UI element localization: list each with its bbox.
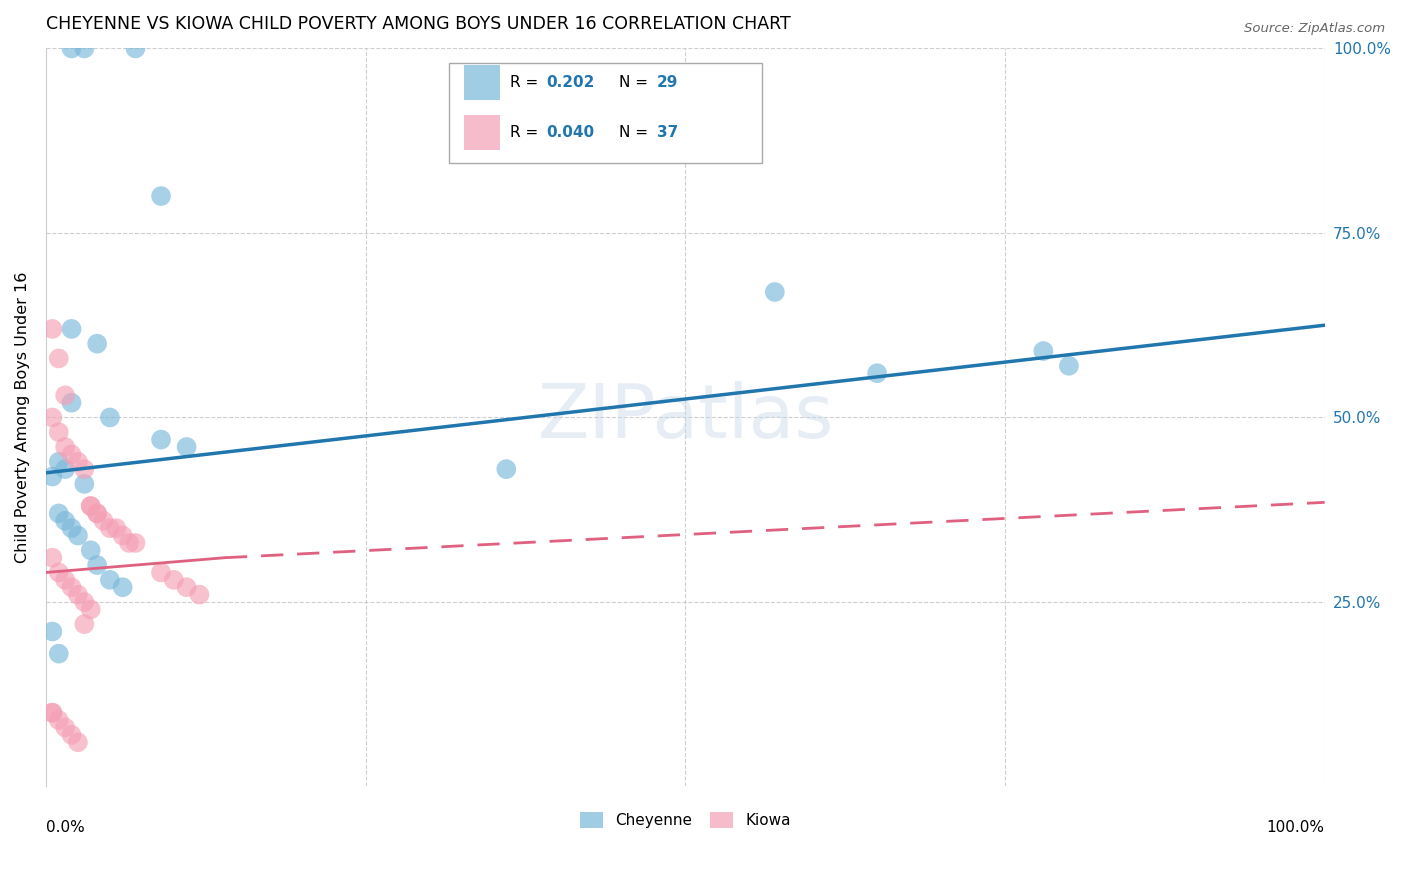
Point bbox=[118, 536, 141, 550]
Point bbox=[866, 366, 889, 380]
Point bbox=[150, 433, 173, 447]
Point bbox=[53, 573, 76, 587]
Point bbox=[48, 507, 70, 521]
Text: 29: 29 bbox=[657, 75, 679, 90]
Point bbox=[41, 322, 63, 336]
Point bbox=[60, 521, 83, 535]
Point bbox=[86, 336, 108, 351]
Point bbox=[41, 624, 63, 639]
Point bbox=[80, 602, 103, 616]
FancyBboxPatch shape bbox=[464, 65, 501, 101]
Point bbox=[80, 543, 103, 558]
Point bbox=[86, 558, 108, 572]
Point bbox=[60, 728, 83, 742]
FancyBboxPatch shape bbox=[449, 63, 762, 163]
Point bbox=[48, 425, 70, 440]
Point bbox=[41, 706, 63, 720]
Point bbox=[86, 507, 108, 521]
Point bbox=[98, 573, 121, 587]
Point bbox=[495, 462, 517, 476]
Text: 0.0%: 0.0% bbox=[46, 820, 84, 835]
Point bbox=[105, 521, 128, 535]
Point bbox=[66, 735, 89, 749]
Point bbox=[98, 410, 121, 425]
Point bbox=[188, 588, 211, 602]
Point bbox=[53, 514, 76, 528]
Text: N =: N = bbox=[619, 125, 652, 140]
Point bbox=[111, 528, 134, 542]
Text: R =: R = bbox=[510, 75, 543, 90]
Point bbox=[53, 388, 76, 402]
Point bbox=[53, 440, 76, 454]
Point bbox=[124, 536, 146, 550]
Text: Source: ZipAtlas.com: Source: ZipAtlas.com bbox=[1244, 22, 1385, 36]
Point bbox=[66, 588, 89, 602]
Text: R =: R = bbox=[510, 125, 543, 140]
Point bbox=[48, 351, 70, 366]
Point bbox=[41, 410, 63, 425]
Text: N =: N = bbox=[619, 75, 652, 90]
Point bbox=[53, 462, 76, 476]
FancyBboxPatch shape bbox=[464, 115, 501, 150]
Point bbox=[53, 721, 76, 735]
Text: 0.202: 0.202 bbox=[546, 75, 595, 90]
Point bbox=[93, 514, 115, 528]
Text: ZIPatlas: ZIPatlas bbox=[537, 381, 834, 454]
Point bbox=[73, 595, 96, 609]
Point bbox=[176, 440, 198, 454]
Point bbox=[150, 189, 173, 203]
Point bbox=[41, 469, 63, 483]
Point bbox=[60, 580, 83, 594]
Point bbox=[60, 322, 83, 336]
Point bbox=[73, 617, 96, 632]
Point bbox=[80, 499, 103, 513]
Point bbox=[80, 499, 103, 513]
Y-axis label: Child Poverty Among Boys Under 16: Child Poverty Among Boys Under 16 bbox=[15, 272, 30, 563]
Point bbox=[86, 507, 108, 521]
Point bbox=[48, 566, 70, 580]
Point bbox=[98, 521, 121, 535]
Point bbox=[73, 41, 96, 55]
Point bbox=[60, 41, 83, 55]
Point bbox=[66, 455, 89, 469]
Point bbox=[111, 580, 134, 594]
Text: 100.0%: 100.0% bbox=[1267, 820, 1324, 835]
Text: 37: 37 bbox=[657, 125, 679, 140]
Point bbox=[163, 573, 186, 587]
Point bbox=[1032, 344, 1054, 359]
Point bbox=[176, 580, 198, 594]
Point bbox=[150, 566, 173, 580]
Point bbox=[1057, 359, 1080, 373]
Point bbox=[48, 647, 70, 661]
Point bbox=[41, 706, 63, 720]
Point bbox=[60, 447, 83, 461]
Point bbox=[763, 285, 786, 299]
Point bbox=[124, 41, 146, 55]
Point bbox=[60, 395, 83, 409]
Point bbox=[48, 455, 70, 469]
Point bbox=[73, 462, 96, 476]
Point bbox=[73, 476, 96, 491]
Point bbox=[41, 550, 63, 565]
Point bbox=[48, 713, 70, 727]
Text: CHEYENNE VS KIOWA CHILD POVERTY AMONG BOYS UNDER 16 CORRELATION CHART: CHEYENNE VS KIOWA CHILD POVERTY AMONG BO… bbox=[46, 15, 790, 33]
Legend: Cheyenne, Kiowa: Cheyenne, Kiowa bbox=[574, 806, 797, 834]
Point bbox=[66, 528, 89, 542]
Text: 0.040: 0.040 bbox=[546, 125, 595, 140]
